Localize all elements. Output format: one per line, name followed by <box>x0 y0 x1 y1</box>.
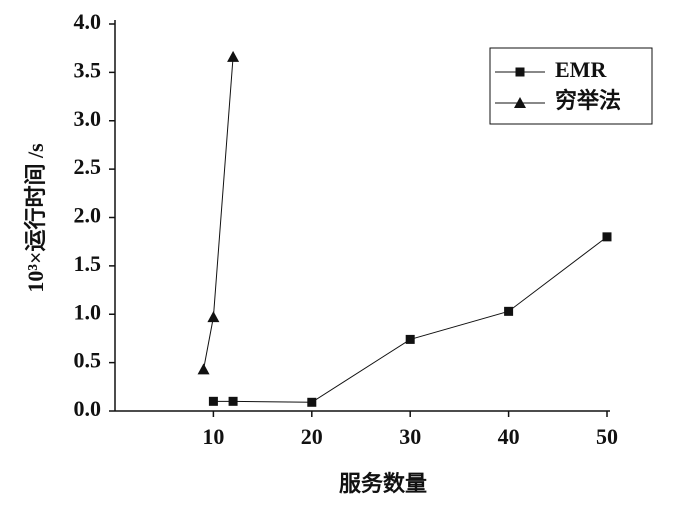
legend-label: EMR <box>555 57 607 82</box>
y-tick-label: 1.0 <box>74 299 102 324</box>
marker <box>208 396 218 406</box>
marker <box>405 334 415 344</box>
x-axis-title: 服务数量 <box>339 471 427 496</box>
y-tick-label: 2.5 <box>74 154 102 179</box>
marker <box>227 50 240 62</box>
x-tick-label: 10 <box>202 424 224 449</box>
series-line <box>213 236 608 403</box>
x-tick-label: 40 <box>498 424 520 449</box>
marker <box>515 67 525 77</box>
series-line <box>203 56 234 370</box>
y-tick-label: 2.0 <box>74 203 102 228</box>
y-tick-label: 1.5 <box>74 251 102 276</box>
marker <box>514 97 526 108</box>
y-tick-label: 0.0 <box>74 396 102 421</box>
x-tick-label: 50 <box>596 424 618 449</box>
y-tick-label: 0.5 <box>74 348 102 373</box>
marker <box>504 306 514 316</box>
marker <box>197 363 210 375</box>
x-tick-label: 20 <box>301 424 323 449</box>
marker <box>602 232 612 242</box>
legend-label: 穷举法 <box>555 88 621 113</box>
marker <box>228 396 238 406</box>
y-axis-title: 10³×运行时间 /s <box>23 143 48 293</box>
marker <box>207 311 220 323</box>
y-tick-label: 3.5 <box>74 57 102 82</box>
marker <box>307 397 317 407</box>
x-tick-label: 30 <box>399 424 421 449</box>
legend-box <box>489 47 653 125</box>
y-tick-label: 4.0 <box>74 9 102 34</box>
y-tick-label: 3.0 <box>74 106 102 131</box>
